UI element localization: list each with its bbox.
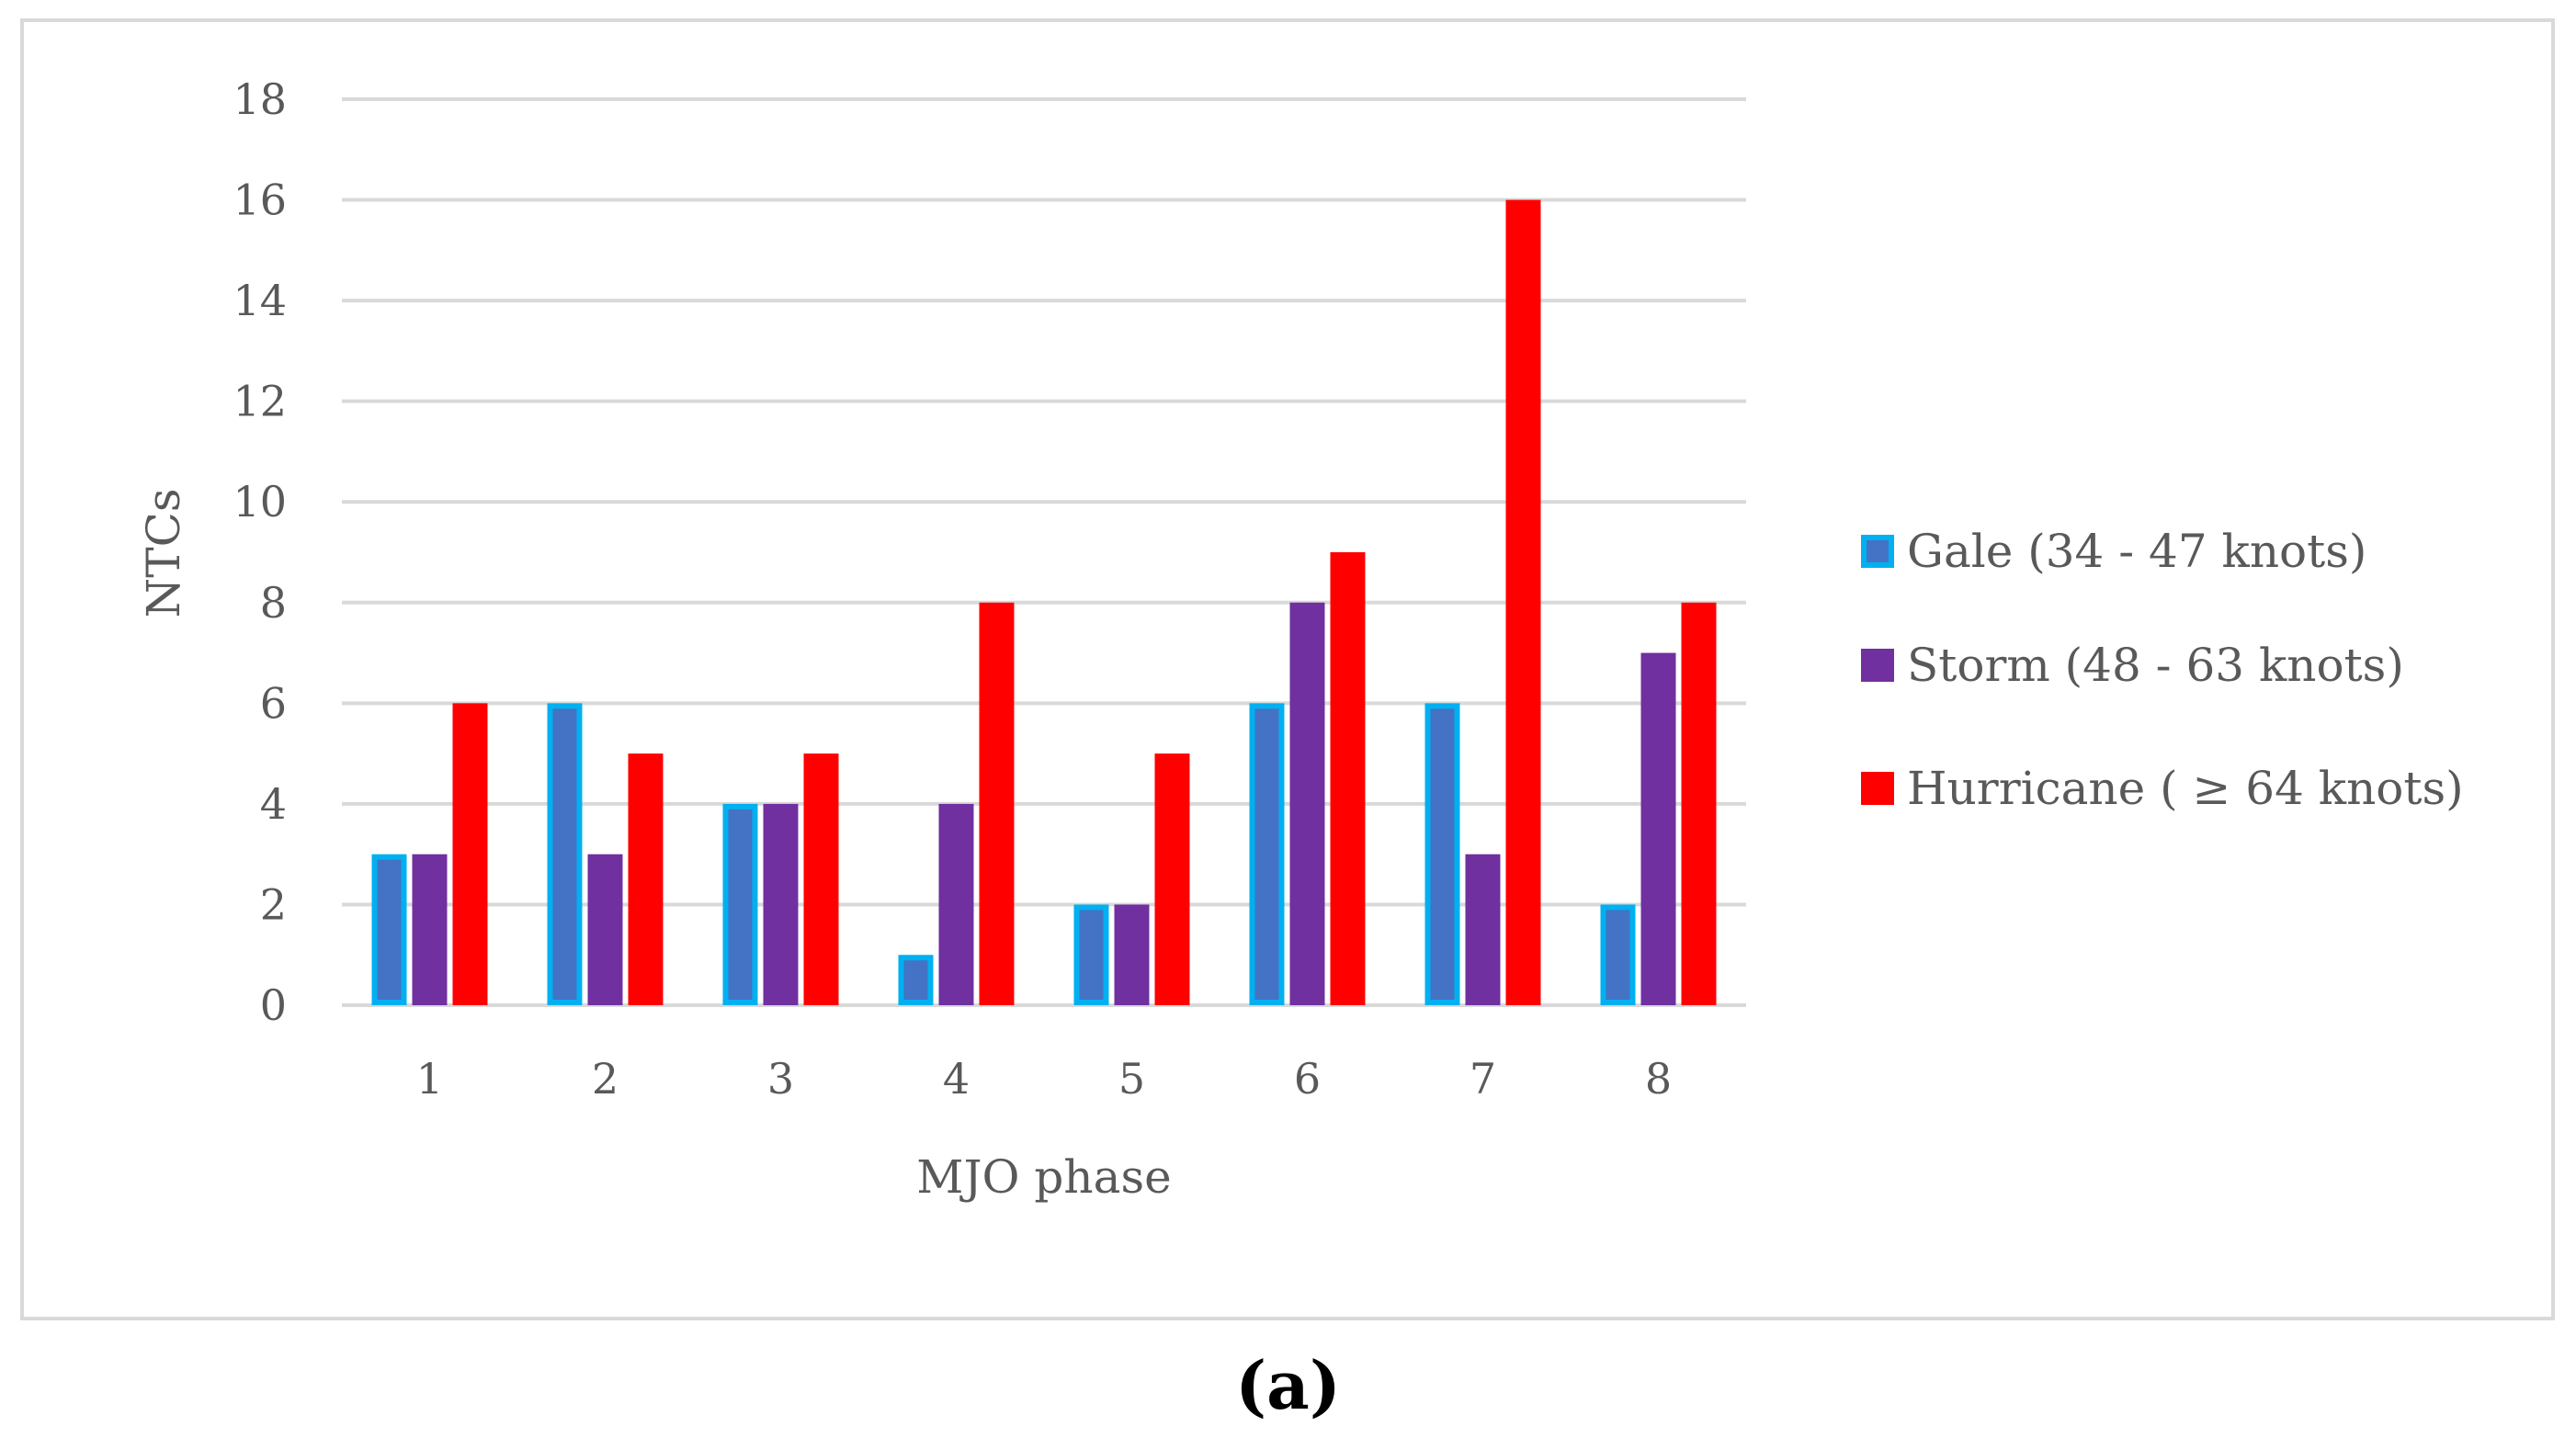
bar-gale: [1249, 703, 1285, 1005]
bar-storm: [587, 854, 623, 1005]
bar-hurricane: [1154, 753, 1190, 1005]
y-tick-label: 12: [233, 377, 287, 426]
bar-hurricane: [803, 753, 839, 1005]
bar-gale: [722, 803, 758, 1006]
chart-frame: [20, 18, 2555, 1320]
bar-gale: [1073, 904, 1109, 1006]
y-axis-title: NTCs: [137, 488, 190, 617]
bar-hurricane: [1681, 602, 1717, 1005]
legend-swatch-gale: [1861, 535, 1894, 568]
y-tick-label: 10: [233, 477, 287, 527]
bar-hurricane: [452, 703, 488, 1005]
legend-label: Storm (48 - 63 knots): [1907, 639, 2404, 692]
y-tick-label: 14: [233, 276, 287, 325]
bar-storm: [1640, 652, 1676, 1005]
bar-gale: [1600, 904, 1636, 1006]
y-tick-label: 2: [260, 879, 287, 929]
y-tick-label: 8: [260, 578, 287, 628]
x-tick-label: 1: [416, 1054, 443, 1104]
x-tick-label: 4: [943, 1054, 970, 1104]
bar-gale: [898, 955, 934, 1005]
bar-storm: [763, 803, 799, 1005]
bar-hurricane: [1505, 199, 1541, 1006]
panel-label: (a): [1235, 1346, 1341, 1424]
x-axis-title: MJO phase: [916, 1150, 1171, 1204]
bar-hurricane: [628, 753, 664, 1005]
x-tick-label: 2: [592, 1054, 618, 1104]
bar-storm: [938, 803, 974, 1005]
bar-gale: [371, 854, 407, 1006]
bar-gale: [547, 703, 583, 1005]
bar-storm: [412, 854, 448, 1005]
y-tick-label: 6: [260, 678, 287, 728]
y-tick-label: 18: [233, 74, 287, 124]
bar-storm: [1289, 602, 1325, 1005]
legend-swatch-storm: [1861, 649, 1894, 682]
bar-hurricane: [979, 602, 1015, 1005]
y-tick-label: 0: [260, 980, 287, 1030]
bar-gale: [1424, 703, 1460, 1005]
y-tick-label: 4: [260, 779, 287, 829]
bar-storm: [1114, 904, 1150, 1005]
x-tick-label: 5: [1118, 1054, 1145, 1104]
bar-storm: [1465, 854, 1501, 1005]
x-tick-label: 8: [1645, 1054, 1672, 1104]
legend-label: Hurricane ( ≥ 64 knots): [1907, 762, 2464, 815]
y-tick-label: 16: [233, 176, 287, 225]
x-tick-label: 3: [767, 1054, 794, 1104]
bar-hurricane: [1330, 552, 1366, 1005]
x-tick-label: 7: [1470, 1054, 1496, 1104]
legend-swatch-hurricane: [1861, 772, 1894, 805]
x-tick-label: 6: [1294, 1054, 1321, 1104]
legend-label: Gale (34 - 47 knots): [1907, 525, 2366, 578]
